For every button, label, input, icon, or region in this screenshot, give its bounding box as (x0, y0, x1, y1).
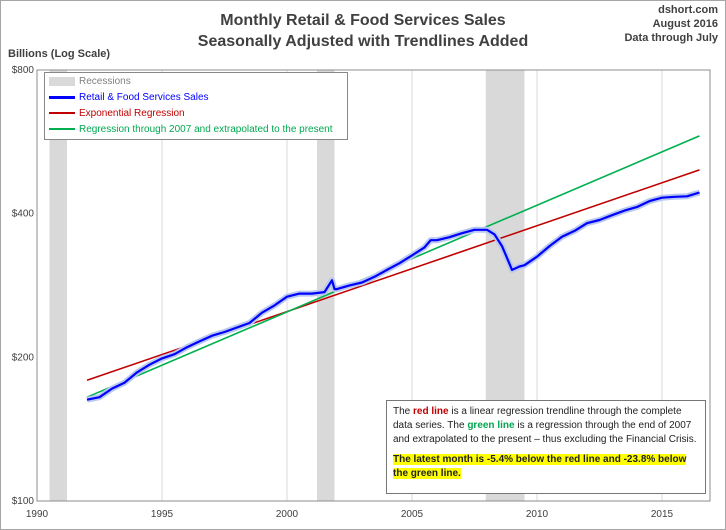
legend-swatch-exponential (49, 112, 75, 114)
legend: Recessions Retail & Food Services Sales … (44, 72, 348, 140)
note-part-1: The (393, 406, 414, 417)
legend-label-regression: Regression through 2007 and extrapolated… (79, 123, 333, 135)
x-tick-label-1995: 1995 (151, 509, 174, 520)
legend-label-retail: Retail & Food Services Sales (79, 91, 209, 103)
recession-band-1 (49, 70, 67, 501)
legend-item-exponential: Exponential Regression (49, 106, 185, 120)
source-label: dshort.com (658, 4, 718, 16)
x-tick-label-1990: 1990 (26, 509, 49, 520)
legend-label-exponential: Exponential Regression (79, 107, 185, 119)
x-tick-label-2010: 2010 (526, 509, 549, 520)
legend-label-recessions: Recessions (79, 75, 131, 87)
legend-item-regression: Regression through 2007 and extrapolated… (49, 122, 333, 136)
chart-title: Monthly Retail & Food Services Sales Sea… (0, 10, 726, 52)
note-red-label: red line (413, 406, 449, 417)
legend-swatch-retail (49, 95, 75, 99)
series-glow-retail (86, 189, 701, 403)
y-tick-label-100: $100 (12, 496, 35, 507)
annotation-text: The red line is a linear regression tren… (393, 405, 699, 447)
y-tick-label-800: $800 (12, 65, 35, 76)
series-line-retail-sales (86, 191, 700, 401)
note-part-3: is a regression through the end of 2007 … (393, 420, 697, 445)
title-line-2: Seasonally Adjusted with Trendlines Adde… (197, 33, 529, 50)
date-label: August 2016 (652, 18, 718, 30)
x-tick-label-2005: 2005 (401, 509, 424, 520)
annotation-box: The red line is a linear regression tren… (386, 400, 706, 494)
y-tick-label-200: $200 (12, 352, 35, 363)
note-green-label: green line (467, 420, 515, 431)
y-axis-label: Billions (Log Scale) (8, 48, 111, 60)
plot-area-border (36, 69, 711, 502)
legend-swatch-recessions (49, 76, 75, 86)
legend-swatch-regression (49, 128, 75, 130)
title-line-1: Monthly Retail & Food Services Sales (220, 12, 506, 29)
annotation-highlight: The latest month is -5.4% below the red … (393, 454, 687, 479)
legend-item-recessions: Recessions (49, 74, 131, 88)
x-tick-label-2015: 2015 (651, 509, 674, 520)
y-tick-label-400: $400 (12, 209, 35, 220)
x-tick-label-2000: 2000 (276, 509, 299, 520)
legend-item-retail: Retail & Food Services Sales (49, 90, 209, 104)
coverage-label: Data through July (624, 32, 718, 44)
note-part-2: is a linear regression trendline through… (393, 406, 682, 431)
